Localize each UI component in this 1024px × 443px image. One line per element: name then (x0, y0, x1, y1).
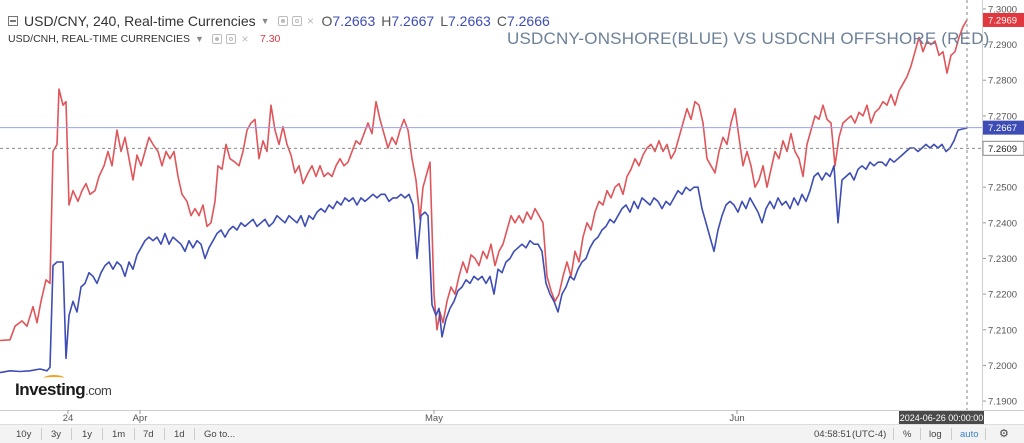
bottom-toolbar: 10y 3y 1y 1m 7d 1d Go to... 04:58:51 (UT… (0, 424, 1024, 443)
log-scale-button[interactable]: log (929, 429, 942, 440)
ohlc-values: O7.2663 H7.2667 L7.2663 C7.2666 (320, 13, 550, 29)
ohlc-label-l: L (440, 13, 448, 29)
price-chart[interactable]: 7.1900 7.2000 7.2100 7.2200 7.2300 7.2400 7.25… (0, 0, 1024, 424)
ohlc-label-h: H (381, 13, 392, 29)
toolbar-divider (194, 428, 195, 440)
range-1y-button[interactable]: 1y (82, 429, 93, 440)
toolbar-divider (985, 428, 986, 440)
eye-icon[interactable] (277, 16, 288, 26)
y-tick-label: 7.2000 (988, 361, 1017, 372)
settings-gear-icon[interactable]: ⚙ (999, 428, 1009, 440)
gear-icon[interactable] (291, 16, 302, 26)
ohlc-value-h: 7.2667 (391, 13, 435, 29)
price-label-box (983, 120, 1024, 135)
ohlc-label-o: O (321, 13, 333, 29)
toolbar-divider (893, 428, 894, 440)
toolbar-divider (951, 428, 952, 440)
price-axis[interactable]: 7.1900 7.2000 7.2100 7.2200 7.2300 7.2400 7.25… (982, 0, 1024, 424)
clock-time: 04:58:51 (814, 429, 851, 440)
x-tick-label: Apr (133, 413, 148, 424)
chart-overlay-title: USDCNY-ONSHORE(BLUE) VS USDCNH OFFSHORE … (507, 29, 990, 48)
y-tick-label: 7.2700 (988, 111, 1017, 122)
y-tick-label: 7.1900 (988, 397, 1017, 408)
y-tick-label: 7.2100 (988, 325, 1017, 336)
x-tick-label: Jun (729, 413, 744, 424)
y-tick-label: 7.2400 (988, 218, 1017, 229)
price-label-box (982, 140, 1024, 156)
main-symbol-title: USD/CNY, 240, Real-time Currencies (24, 13, 256, 29)
logo-name: Investing (15, 380, 86, 399)
toolbar-divider (102, 428, 103, 440)
ohlc-value-c: 7.2666 (506, 13, 550, 29)
logo-domain: .com (85, 383, 112, 398)
y-tick-label: 7.2200 (988, 290, 1017, 301)
gear-icon[interactable] (225, 34, 236, 44)
chevron-down-icon[interactable]: ▼ (195, 34, 204, 44)
price-label-box (983, 12, 1024, 27)
auto-scale-button[interactable]: auto (960, 429, 979, 440)
ohlc-value-l: 7.2663 (448, 13, 491, 29)
range-1m-button[interactable]: 1m (112, 429, 126, 440)
logo-swoosh-icon (44, 375, 64, 381)
x-tick-label: 24 (63, 413, 74, 424)
chevron-down-icon[interactable]: ▼ (260, 16, 270, 26)
main-series-legend[interactable]: USD/CNY, 240, Real-time Currencies ▼ × O… (8, 13, 550, 29)
range-1d-button[interactable]: 1d (174, 429, 185, 440)
toolbar-divider (164, 428, 165, 440)
toolbar-divider (920, 428, 921, 440)
y-tick-label: 7.2300 (988, 254, 1017, 265)
toolbar-divider (41, 428, 42, 440)
series-line-red (0, 19, 968, 342)
toolbar-divider (71, 428, 72, 440)
timezone-button[interactable]: (UTC-4) (852, 429, 887, 440)
y-tick-label: 7.3000 (988, 4, 1017, 15)
percent-scale-button[interactable]: % (903, 429, 912, 440)
x-tick-label: May (425, 413, 443, 424)
y-tick-label: 7.2800 (988, 76, 1017, 87)
close-icon[interactable]: × (241, 32, 249, 46)
series-lines (0, 19, 968, 374)
sub-series-value: 7.30 (259, 33, 281, 45)
collapse-legend-icon[interactable] (8, 16, 18, 26)
sub-symbol-title: USD/CNH, REAL-TIME CURRENCIES (8, 33, 191, 45)
price-label-text: 7.2609 (988, 144, 1017, 155)
series-line-blue (0, 127, 968, 374)
ohlc-value-o: 7.2663 (332, 13, 376, 29)
range-7d-button[interactable]: 7d (143, 429, 154, 440)
goto-date-button[interactable]: Go to... (204, 429, 236, 440)
range-10y-button[interactable]: 10y (16, 429, 32, 440)
toolbar-divider (134, 428, 135, 440)
eye-icon[interactable] (211, 34, 222, 44)
price-label-text: 7.2667 (988, 123, 1017, 134)
cursor-date-label: 2024-06-26 00:00:00 (900, 413, 984, 423)
ohlc-label-c: C (496, 13, 507, 29)
cursor-date-box (899, 411, 984, 424)
range-3y-button[interactable]: 3y (51, 429, 62, 440)
guide-lines (0, 0, 982, 410)
y-tick-label: 7.2900 (988, 40, 1017, 51)
y-tick-label: 7.2500 (988, 183, 1017, 194)
close-icon[interactable]: × (307, 14, 315, 28)
sub-series-legend[interactable]: USD/CNH, REAL-TIME CURRENCIES ▼ × 7.30 (8, 33, 280, 45)
time-axis[interactable]: 24 Apr May Jun 2024-06-26 00:00:00 (0, 410, 1024, 424)
price-label-text: 7.2969 (988, 15, 1017, 26)
investing-logo: Investing.com (15, 375, 112, 400)
